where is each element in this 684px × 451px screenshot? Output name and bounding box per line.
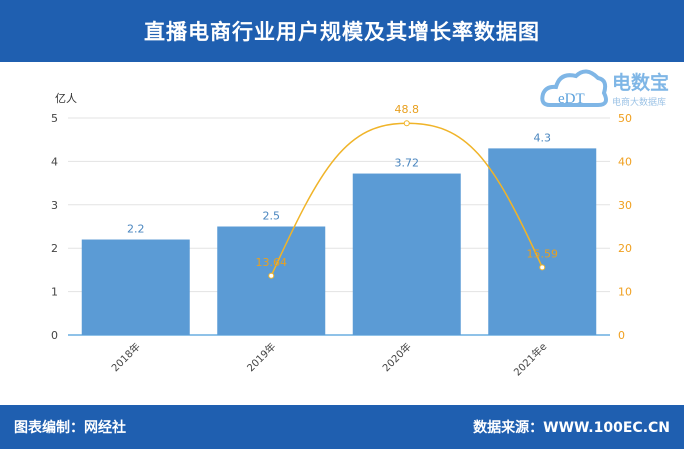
bar-data-label: 2.5 bbox=[263, 210, 281, 223]
bar bbox=[81, 239, 190, 335]
x-tick-label: 2019年 bbox=[244, 340, 278, 374]
y-tick-label: 4 bbox=[51, 155, 58, 168]
x-tick-label: 2020年 bbox=[380, 340, 414, 374]
y-tick-label: 1 bbox=[51, 286, 58, 299]
y2-tick-label: 50 bbox=[618, 112, 632, 125]
y-axis-label: 亿人 bbox=[55, 92, 77, 105]
logo: eDT 电数宝 电商大数据库 bbox=[540, 63, 680, 111]
bar-data-label: 4.3 bbox=[534, 131, 552, 144]
footer-credit: 图表编制：网经社 bbox=[14, 420, 126, 436]
line-data-label: 13.64 bbox=[256, 256, 288, 269]
y2-tick-label: 30 bbox=[618, 199, 632, 212]
footer: 图表编制：网经社 数据来源：WWW.100EC.CN bbox=[0, 405, 684, 449]
y-tick-label: 0 bbox=[51, 329, 58, 342]
y2-tick-label: 10 bbox=[618, 286, 632, 299]
footer-source: 数据来源：WWW.100EC.CN bbox=[473, 420, 670, 436]
y-tick-label: 3 bbox=[51, 199, 58, 212]
line-point bbox=[403, 120, 410, 127]
bar bbox=[352, 173, 461, 335]
y-tick-label: 5 bbox=[51, 112, 58, 125]
y-tick-label: 2 bbox=[51, 242, 58, 255]
y2-tick-label: 40 bbox=[618, 155, 632, 168]
x-tick-label: 2018年 bbox=[109, 340, 143, 374]
bar-data-label: 2.2 bbox=[127, 223, 145, 236]
bar-data-label: 3.72 bbox=[395, 157, 420, 170]
cloud-logo-icon: eDT 电数宝 电商大数据库 bbox=[540, 69, 669, 108]
line-data-label: 15.59 bbox=[527, 247, 559, 260]
x-tick-label: 2021年e bbox=[511, 340, 550, 379]
bar bbox=[217, 226, 326, 335]
y2-tick-label: 20 bbox=[618, 242, 632, 255]
line-point bbox=[268, 272, 275, 279]
chart-title: 直播电商行业用户规模及其增长率数据图 bbox=[0, 0, 684, 62]
y2-tick-label: 0 bbox=[618, 329, 625, 342]
bar bbox=[488, 148, 597, 335]
line-point bbox=[539, 264, 546, 271]
logo-mark: eDT bbox=[558, 91, 585, 107]
logo-text: 电数宝 bbox=[612, 71, 669, 94]
line-data-label: 48.8 bbox=[395, 103, 420, 116]
logo-sub: 电商大数据库 bbox=[612, 96, 666, 108]
